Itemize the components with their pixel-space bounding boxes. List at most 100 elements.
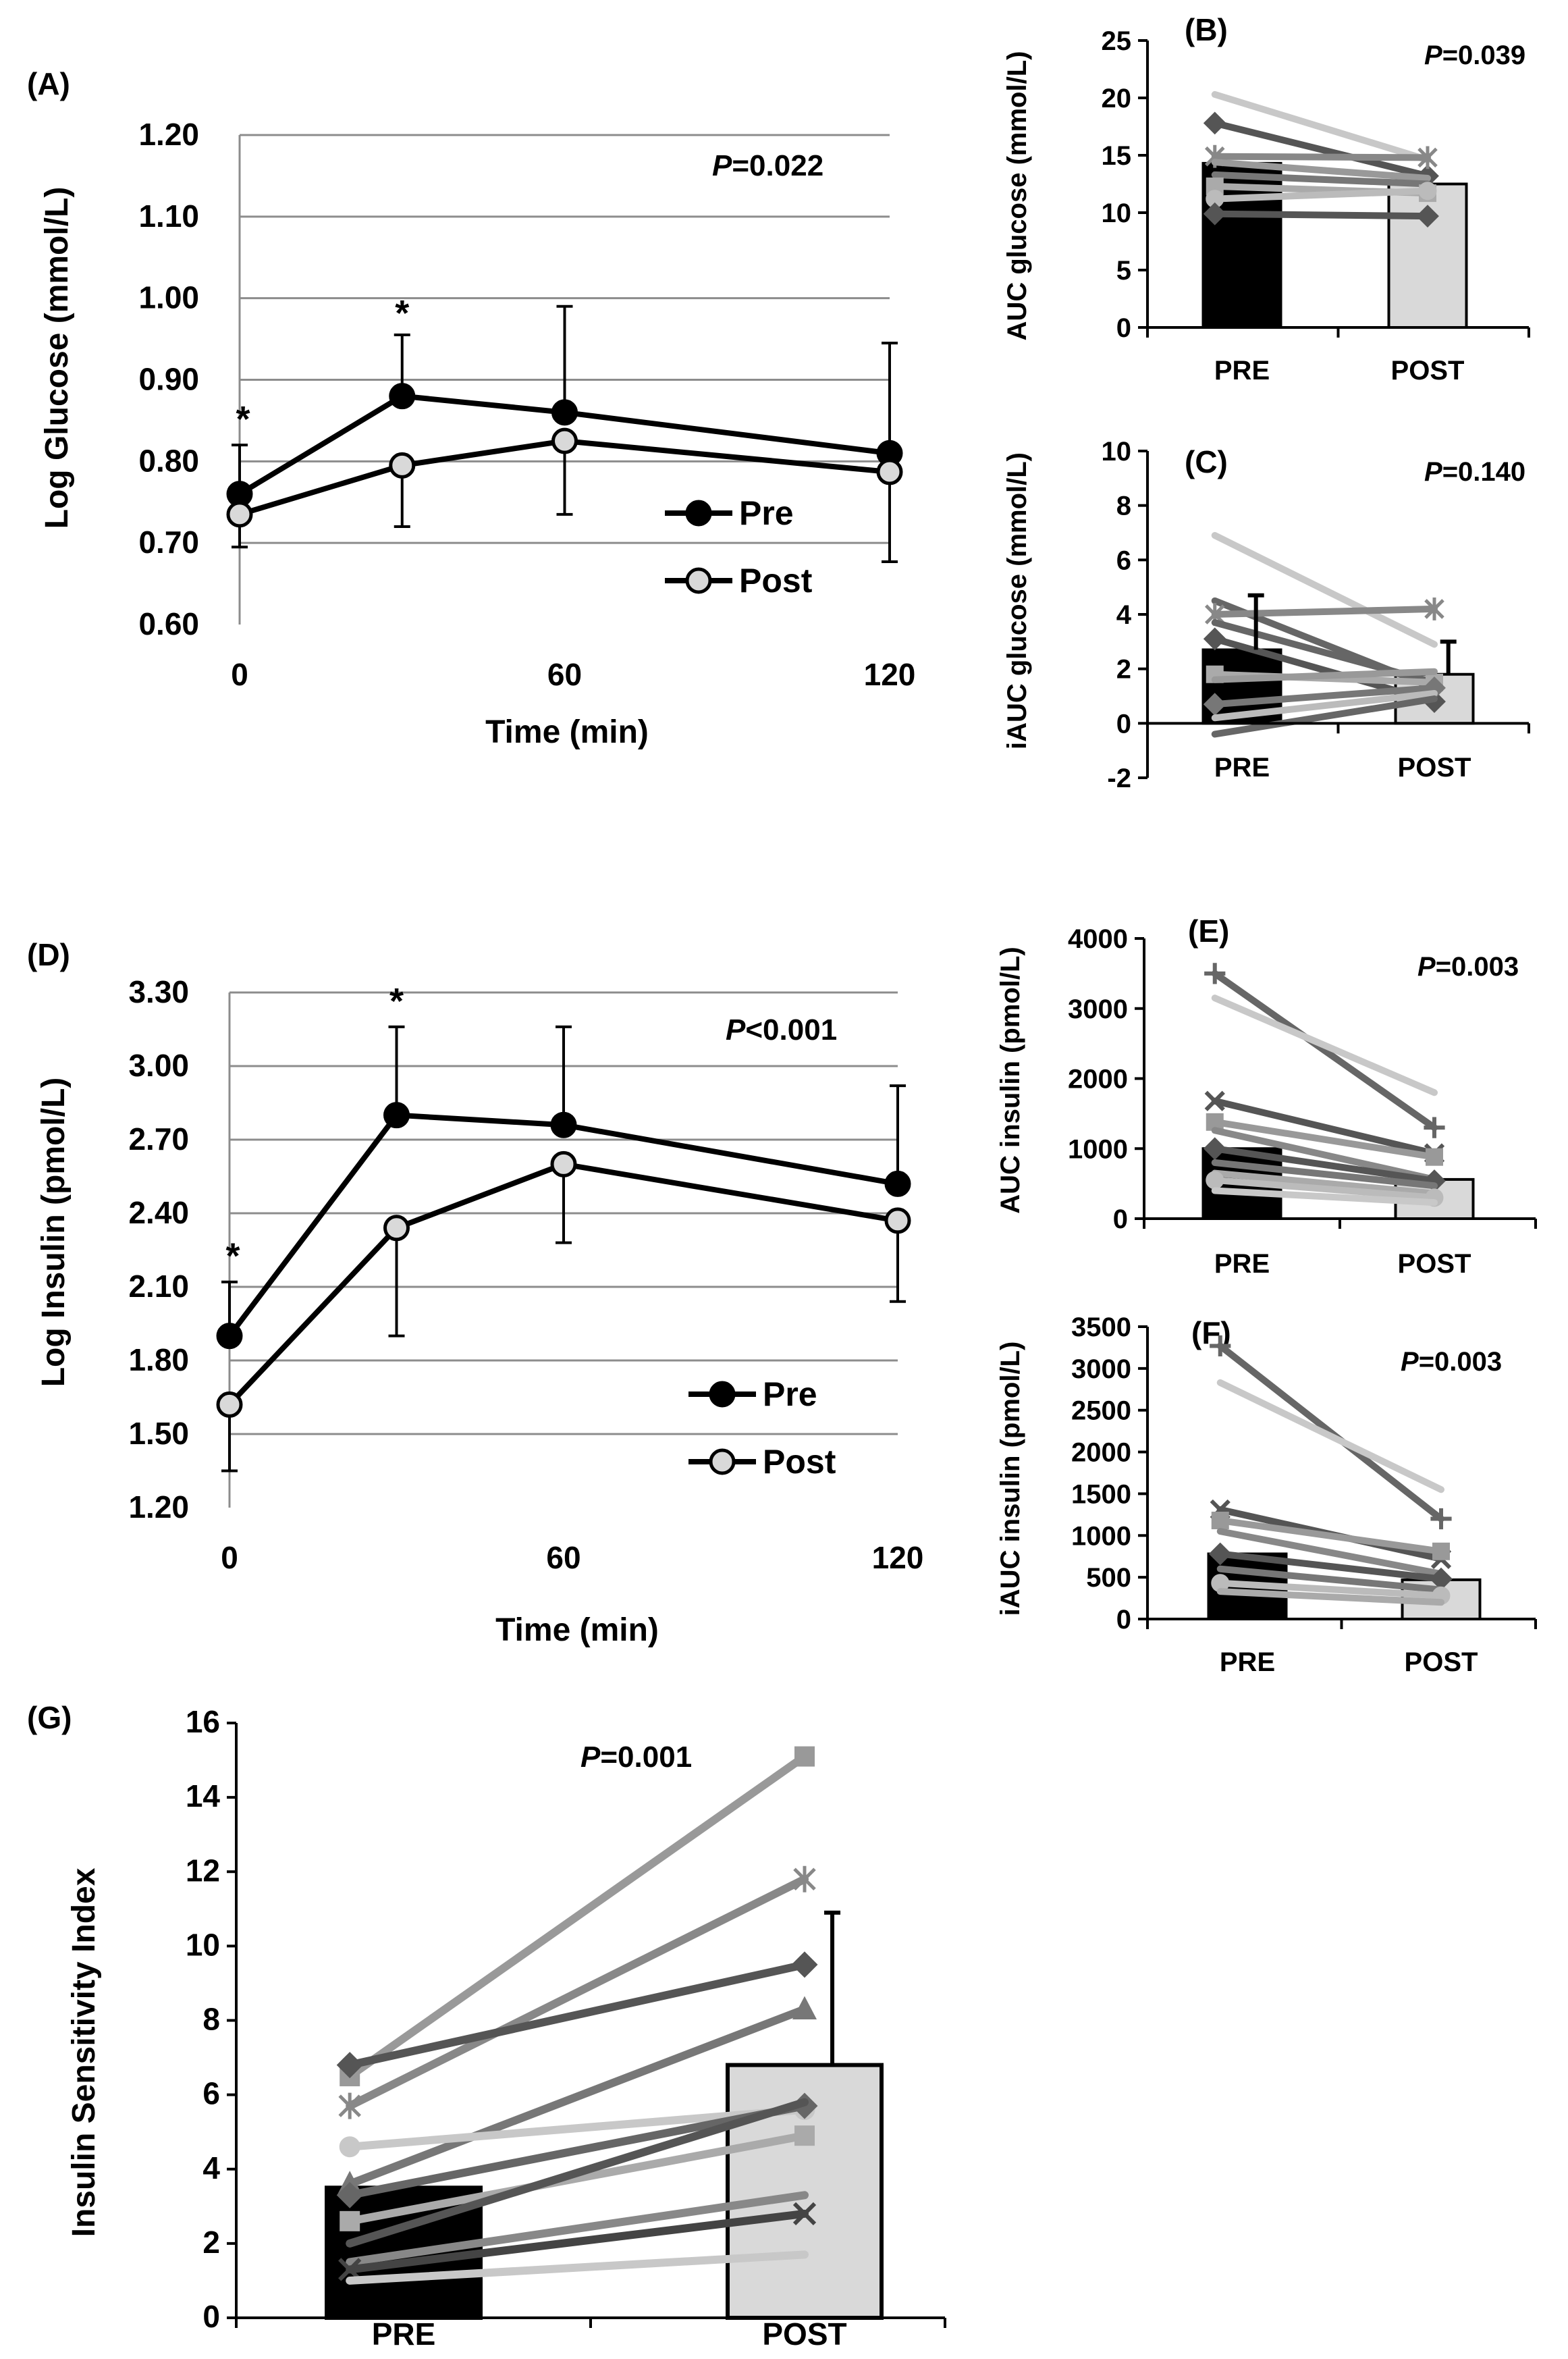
participant-line	[346, 2105, 809, 2151]
y-tick-label: 0.60	[138, 606, 199, 641]
y-tick-label: 4	[1116, 600, 1132, 630]
data-point-pre	[389, 383, 416, 410]
participant-marker-post	[1432, 1542, 1450, 1560]
participant-line	[346, 1752, 809, 2081]
data-point-post	[389, 452, 416, 479]
series-line-pre	[238, 393, 890, 497]
legend-marker	[709, 1448, 736, 1475]
participant-line	[1211, 171, 1431, 188]
panel-f: (F) iAUC insulin (pmol/L) P=0.003 050010…	[996, 1313, 1537, 1677]
x-tick-label: 0	[221, 1540, 238, 1575]
participant-line	[1211, 90, 1431, 163]
panel-e-label: (E)	[1188, 913, 1229, 949]
data-point-pre	[551, 399, 578, 426]
data-point-post	[226, 501, 253, 528]
participant-line	[1211, 684, 1438, 708]
participant-line	[1216, 1528, 1444, 1578]
panel-a-ylabel: Log Glucose (mmol/L)	[39, 187, 75, 529]
y-tick-label: 1.10	[138, 198, 199, 234]
participant-marker-pre	[1203, 1137, 1226, 1161]
participant-line	[1211, 695, 1438, 738]
legend-label: Post	[739, 562, 813, 600]
panel-c-label: (C)	[1185, 444, 1228, 479]
participant-marker-pre	[336, 2052, 363, 2079]
legend-label: Post	[763, 1443, 836, 1481]
participant-line	[1211, 120, 1431, 180]
significance-star: *	[236, 399, 250, 440]
series-line-post	[238, 438, 890, 517]
y-tick-label: 1.00	[138, 280, 199, 315]
panel-g: (G) Insulin Sensitivity Index P=0.001 0 2…	[27, 1700, 946, 2352]
participant-line	[346, 2102, 809, 2200]
participant-line	[1211, 970, 1438, 1132]
y-tick-label: 4000	[1068, 924, 1128, 954]
y-tick-label: 0.70	[138, 525, 199, 560]
y-tick-label: 1.20	[128, 1489, 189, 1525]
participant-marker-post	[1423, 1169, 1446, 1192]
y-tick-label: 10	[1102, 437, 1132, 467]
participant-line	[1211, 1187, 1438, 1207]
y-tick-label: 20	[1102, 84, 1132, 113]
participant-line	[1216, 1342, 1444, 1522]
participant-marker-post	[793, 1865, 816, 1892]
participant-marker-post	[1416, 205, 1439, 228]
participant-line	[346, 2191, 809, 2267]
participant-marker-pre	[1206, 1171, 1224, 1190]
participant-marker-post	[1426, 1148, 1443, 1166]
y-tick-label: 0	[202, 2299, 220, 2334]
participant-line	[346, 2250, 809, 2285]
panel-f-pvalue: P=0.003	[1401, 1347, 1502, 1377]
y-tick-label: 15	[1102, 141, 1132, 171]
participant-marker-post	[1424, 1117, 1445, 1138]
participant-line	[1211, 1097, 1438, 1157]
participant-marker-pre	[340, 2210, 360, 2231]
data-point-pre	[550, 1111, 577, 1138]
series-line-pre	[227, 1112, 898, 1338]
y-tick-label: 2	[1116, 655, 1131, 685]
y-tick-label: 2.40	[128, 1195, 189, 1230]
y-tick-label: 4	[202, 2150, 220, 2185]
x-category-label: PRE	[1220, 1647, 1275, 1677]
panel-e-pvalue: P=0.003	[1417, 952, 1519, 982]
y-tick-label: 3500	[1071, 1313, 1131, 1342]
y-tick-label: 16	[186, 1704, 220, 1739]
participant-marker-pre	[1211, 1512, 1229, 1530]
panel-b-label: (B)	[1185, 12, 1228, 47]
participant-line	[1211, 210, 1431, 220]
data-point-pre	[383, 1102, 410, 1129]
participant-marker-post	[1430, 1567, 1453, 1591]
participant-line	[346, 2098, 809, 2248]
panel-b-pvalue: P=0.039	[1424, 41, 1525, 70]
participant-line	[1216, 1579, 1444, 1599]
participant-line	[1211, 605, 1438, 618]
participant-marker-post	[1417, 146, 1438, 169]
y-tick-label: 1500	[1071, 1479, 1131, 1509]
y-tick-label: 10	[1102, 198, 1132, 228]
participant-line	[1216, 1517, 1444, 1555]
participant-marker-pre	[1204, 1090, 1225, 1111]
legend-marker	[685, 567, 712, 594]
participant-marker-pre	[1203, 627, 1226, 651]
y-tick-label: 0	[1116, 1605, 1131, 1635]
participant-line	[346, 1960, 809, 2069]
x-tick-label: 0	[231, 657, 248, 692]
x-category-label: PRE	[1214, 356, 1270, 386]
panel-g-ylabel: Insulin Sensitivity Index	[66, 1867, 102, 2237]
panel-d: (D) Log Insulin (pmol/L) Time (min) P<0.…	[27, 937, 923, 1648]
participant-line	[1216, 1565, 1444, 1593]
participant-marker-pre	[1204, 963, 1226, 984]
x-category-label: POST	[1398, 753, 1471, 783]
data-point-post	[551, 427, 578, 454]
y-tick-label: -2	[1107, 764, 1131, 793]
y-tick-label: 2000	[1068, 1065, 1128, 1094]
panel-f-ylabel: iAUC insulin (pmol/L)	[996, 1342, 1025, 1616]
participant-line	[1211, 1159, 1438, 1190]
x-category-label: POST	[1391, 356, 1465, 386]
y-tick-label: 3.30	[128, 974, 189, 1009]
data-point-post	[884, 1207, 911, 1234]
data-point-pre	[216, 1323, 243, 1350]
y-tick-label: 2000	[1071, 1438, 1131, 1468]
panel-b-ylabel: AUC glucose (mmol/L)	[1002, 51, 1032, 341]
y-tick-label: 3000	[1071, 1354, 1131, 1384]
